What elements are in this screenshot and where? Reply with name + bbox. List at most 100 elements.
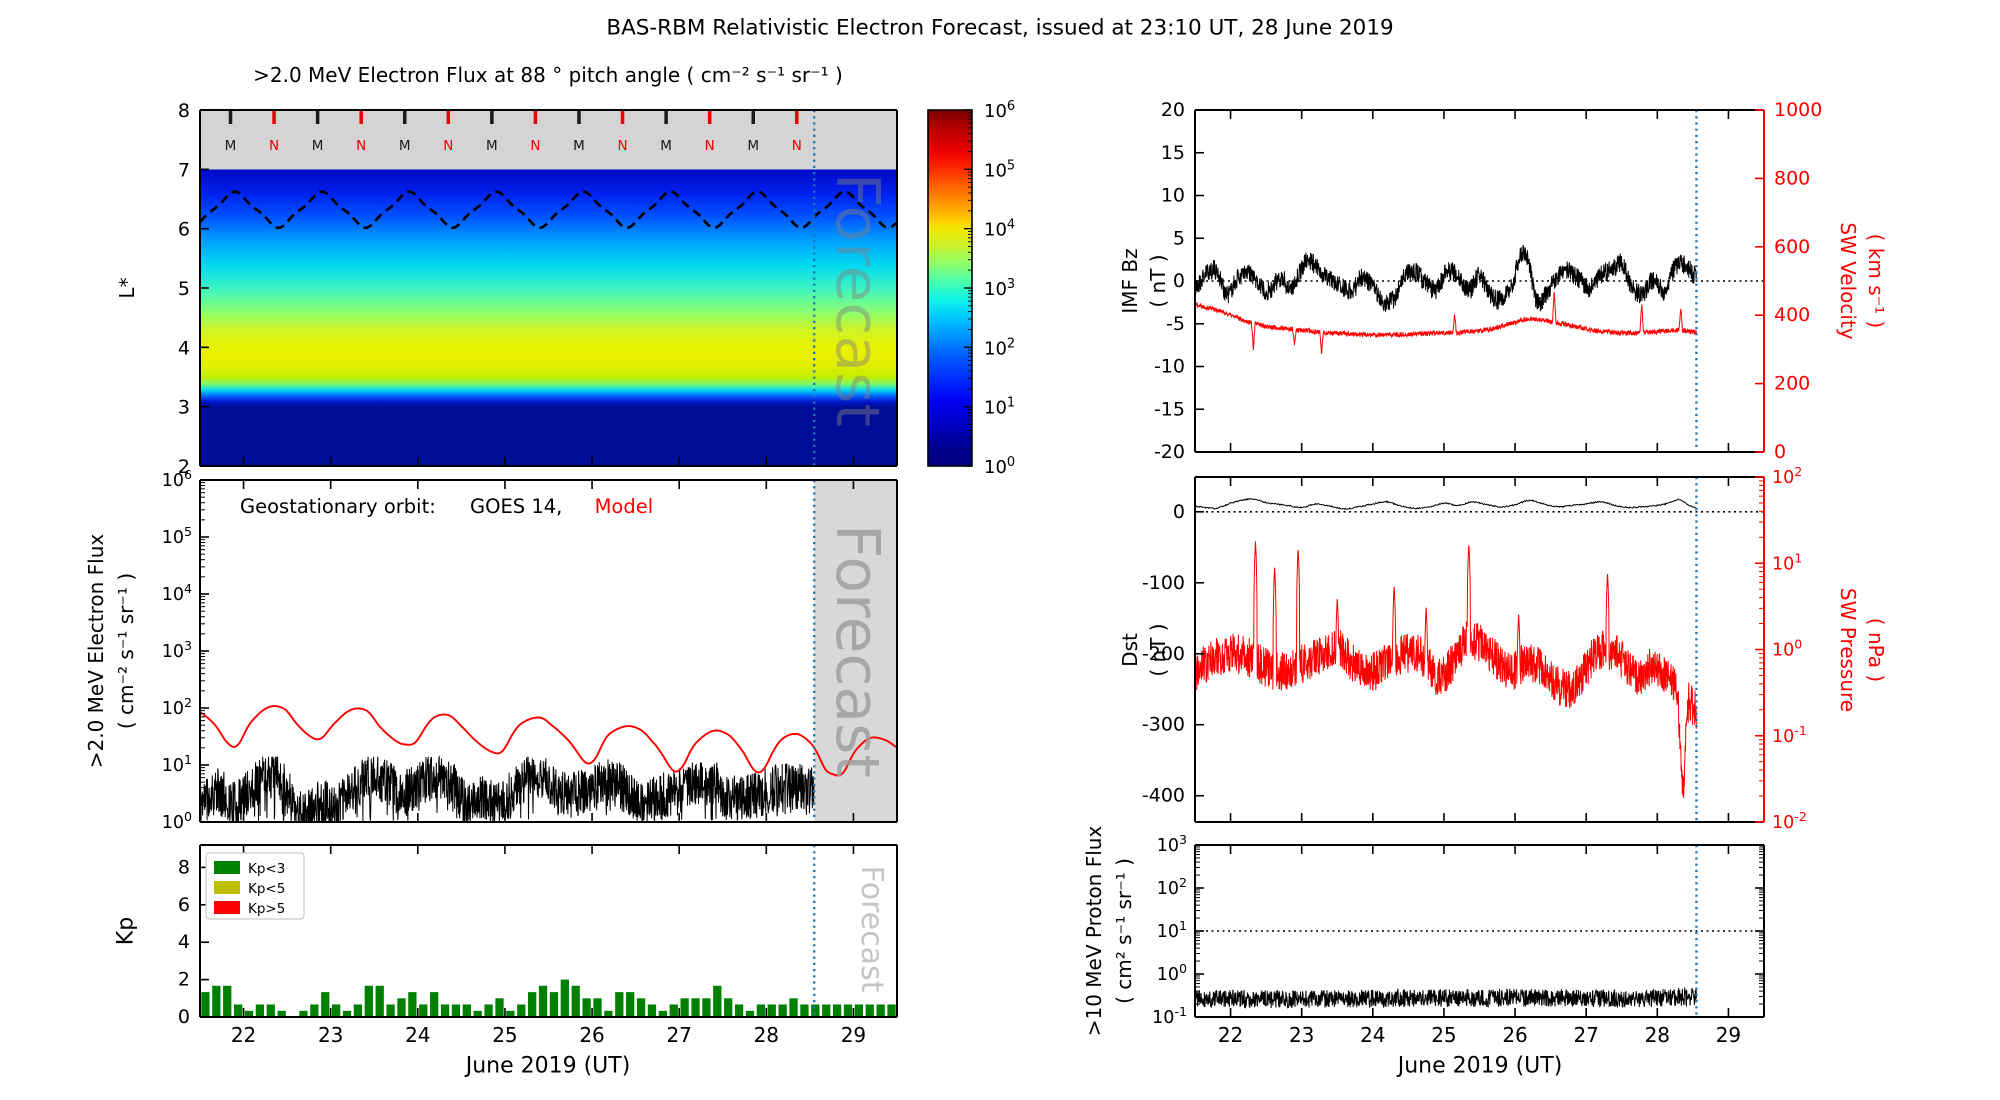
- x-tick-label: 28: [1645, 1023, 1670, 1047]
- x-tick-label: 26: [579, 1023, 604, 1047]
- y-tick-label: 5: [1173, 227, 1185, 249]
- y-tick-label: -100: [1142, 572, 1185, 594]
- kp-legend-swatch: [214, 901, 240, 914]
- kp-bar: [626, 992, 635, 1017]
- kp-legend-swatch: [214, 881, 240, 894]
- colorbar-tick-label: 100: [984, 455, 1015, 478]
- log-tick-label: 106: [162, 467, 192, 491]
- x-tick-label: 27: [1573, 1023, 1598, 1047]
- y-tick-label: 15: [1161, 142, 1185, 164]
- kp-bar: [495, 998, 504, 1017]
- colorbar-tick-label: 106: [984, 99, 1015, 122]
- kp-bar: [331, 1004, 341, 1017]
- forecast-watermark-heatmap: Forecast: [822, 173, 892, 427]
- log-tick-label: 103: [1157, 832, 1187, 856]
- colorbar-tick-label: 105: [984, 158, 1015, 181]
- kp-bar: [538, 985, 548, 1017]
- y-tick-label: -5: [1166, 313, 1185, 335]
- model-legend-text: Model: [595, 495, 654, 518]
- kp-bar: [636, 998, 646, 1017]
- kp-bar: [691, 998, 700, 1017]
- dst-series: [1194, 497, 1697, 510]
- kp-bar: [277, 1010, 286, 1017]
- kp-bar: [669, 1004, 678, 1017]
- lstar-tick-label: 6: [178, 219, 190, 241]
- kp-bar: [451, 1004, 461, 1017]
- kp-bar: [843, 1004, 853, 1017]
- lstar-tick-label: 5: [178, 278, 190, 300]
- log-tick-label: 10-1: [1152, 1004, 1187, 1028]
- sw-velocity-series: [1194, 291, 1697, 354]
- y-tick-label: 6: [178, 894, 190, 916]
- midnight-marker-label: M: [486, 138, 498, 154]
- colorbar-tick-label: 104: [984, 218, 1015, 241]
- x-tick-label: 25: [1431, 1023, 1456, 1047]
- colorbar-tick-label: 103: [984, 277, 1015, 300]
- x-tick-label: 29: [841, 1023, 866, 1047]
- kp-bar: [789, 998, 798, 1017]
- x-tick-label: 23: [318, 1023, 343, 1047]
- noon-marker-label: N: [443, 138, 453, 154]
- kp-bar: [517, 1004, 526, 1017]
- kp-bar: [321, 992, 330, 1017]
- y-tick-label: 20: [1161, 99, 1185, 121]
- imf-bz-series: [1194, 244, 1697, 312]
- noon-marker-label: N: [792, 138, 802, 154]
- kp-legend-label: Kp>5: [248, 901, 285, 917]
- y-tick-label: 800: [1774, 167, 1810, 189]
- kp-bar: [419, 1004, 428, 1017]
- midnight-marker-label: M: [399, 138, 411, 154]
- kp-bar: [473, 1010, 482, 1017]
- kp-bar: [201, 992, 210, 1017]
- y-tick-label: -20: [1154, 441, 1185, 463]
- geo-orbit-annotation: Geostationary orbit: GOES 14, Model: [240, 495, 653, 518]
- kp-bar: [680, 998, 689, 1017]
- kp-legend-label: Kp<3: [248, 861, 285, 877]
- kp-bar: [549, 992, 559, 1017]
- x-tick-label: 27: [666, 1023, 691, 1047]
- kp-bar: [255, 1004, 265, 1017]
- y-tick-label: 8: [178, 856, 190, 878]
- x-tick-label: 29: [1716, 1023, 1741, 1047]
- kp-bar: [658, 1010, 667, 1017]
- model-flux-series: [199, 705, 897, 777]
- kp-bar: [756, 1004, 766, 1017]
- forecast-shaded-region: [814, 480, 897, 822]
- colorbar-tick-label: 101: [984, 396, 1015, 419]
- kp-bar: [462, 1004, 471, 1017]
- log-tick-label: 100: [1157, 961, 1187, 985]
- log-tick-label: 103: [162, 638, 192, 662]
- y-tick-label: 4: [178, 931, 190, 953]
- y-tick-label: 0: [1774, 441, 1786, 463]
- kp-bar: [811, 1004, 820, 1017]
- forecast-watermark-flux: Forecast: [822, 524, 892, 778]
- forecast-watermark-kp: Forecast: [854, 866, 889, 993]
- kp-bar: [233, 1004, 243, 1017]
- y-tick-label: 0: [1173, 501, 1185, 523]
- noon-marker-label: N: [705, 138, 715, 154]
- kp-bar: [582, 998, 591, 1017]
- kp-bar: [876, 1004, 885, 1017]
- kp-bar: [440, 1004, 450, 1017]
- log-tick-label: 101: [1157, 918, 1187, 942]
- lstar-tick-label: 3: [178, 397, 190, 419]
- kp-bar: [615, 992, 624, 1017]
- kp-bar: [430, 992, 439, 1017]
- kp-bar: [724, 998, 733, 1017]
- kp-bar: [212, 985, 221, 1017]
- electron-flux-heatmap: [200, 169, 897, 467]
- lstar-tick-label: 8: [178, 100, 190, 122]
- kp-bar: [244, 1010, 254, 1017]
- y-tick-label: -15: [1154, 398, 1185, 420]
- kp-bar: [223, 985, 232, 1017]
- kp-bar: [767, 1004, 776, 1017]
- proton-flux-series: [1194, 986, 1697, 1009]
- kp-bar: [854, 1004, 864, 1017]
- kp-bar: [299, 1010, 308, 1017]
- kp-bar: [375, 985, 384, 1017]
- kp-bar: [593, 998, 602, 1017]
- kp-bar: [353, 1004, 363, 1017]
- kp-legend-label: Kp<5: [248, 881, 285, 897]
- y-tick-label: -400: [1142, 785, 1185, 807]
